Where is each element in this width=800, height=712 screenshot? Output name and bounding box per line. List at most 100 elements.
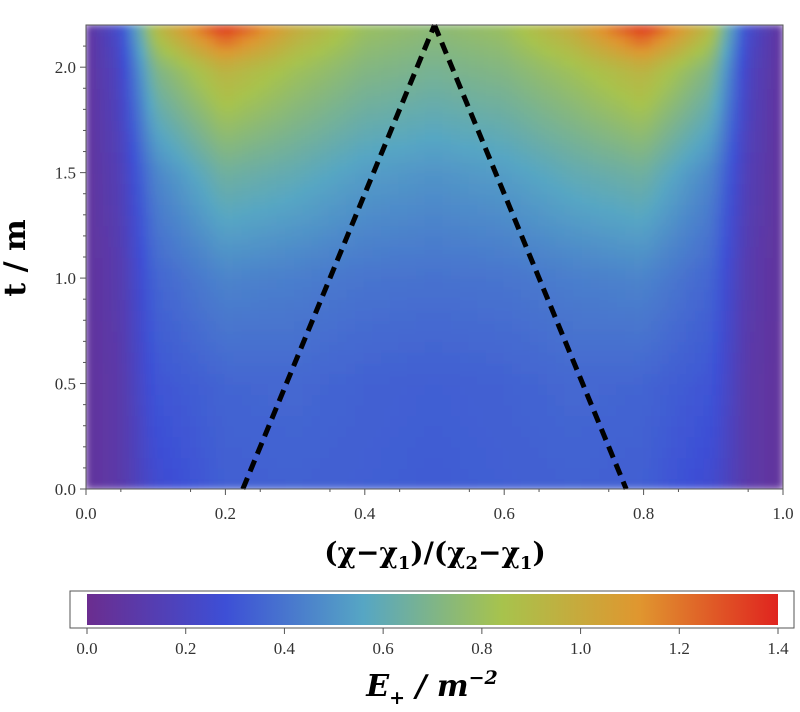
heatmap-cell — [546, 161, 558, 174]
heatmap-cell — [459, 350, 471, 364]
heatmap-cell — [180, 129, 192, 142]
heatmap-cell — [320, 393, 331, 406]
heatmap-cell — [564, 161, 575, 174]
heatmap-cell — [86, 477, 96, 489]
heatmap-cell — [163, 445, 175, 459]
heatmap-cell — [747, 266, 758, 280]
heatmap-cell — [363, 424, 375, 438]
heatmap-cell — [241, 171, 253, 185]
heatmap-cell — [642, 414, 654, 427]
heatmap-cell — [241, 192, 253, 206]
heatmap-cell — [686, 382, 697, 396]
heatmap-cell — [198, 87, 209, 100]
heatmap-cell — [250, 350, 262, 364]
heatmap-cell — [381, 76, 392, 90]
heatmap-cell — [398, 445, 410, 459]
heatmap-cell — [294, 25, 305, 37]
heatmap-cell — [712, 87, 724, 100]
heatmap-cell — [764, 140, 776, 153]
heatmap-cell — [703, 266, 715, 280]
heatmap-cell — [311, 382, 323, 396]
heatmap-cell — [468, 372, 480, 385]
heatmap-cell — [145, 340, 157, 353]
heatmap-cell — [407, 308, 419, 322]
heatmap-cell — [294, 372, 305, 385]
heatmap-cell — [459, 182, 471, 195]
heatmap-cell — [773, 140, 783, 153]
heatmap-cell — [572, 118, 584, 132]
heatmap-cell — [372, 34, 384, 48]
heatmap-cell — [154, 340, 166, 353]
heatmap-cell — [520, 277, 532, 290]
heatmap-cell — [372, 477, 384, 489]
heatmap-cell — [416, 108, 427, 121]
heatmap-cell — [398, 403, 410, 417]
heatmap-cell — [128, 25, 140, 37]
heatmap-cell — [529, 45, 541, 58]
heatmap-cell — [189, 213, 201, 227]
heatmap-cell — [660, 87, 671, 100]
heatmap-cell — [468, 66, 480, 79]
heatmap-cell — [180, 372, 192, 385]
heatmap-cell — [599, 150, 610, 164]
heatmap-cell — [581, 245, 593, 258]
heatmap-cell — [363, 234, 375, 248]
heatmap-cell — [320, 245, 331, 258]
heatmap-cell — [625, 329, 636, 343]
heatmap-cell — [111, 76, 122, 90]
heatmap-cell — [407, 466, 419, 480]
heatmap-cell — [450, 319, 462, 332]
heatmap-cell — [302, 192, 314, 206]
heatmap-cell — [198, 256, 209, 269]
heatmap-cell — [398, 393, 410, 406]
heatmap-cell — [712, 456, 724, 469]
heatmap-cell — [459, 140, 471, 153]
heatmap-cell — [93, 140, 105, 153]
heatmap-cell — [111, 161, 122, 174]
heatmap-cell — [546, 234, 558, 248]
heatmap-cell — [407, 350, 419, 364]
heatmap-cell — [111, 97, 122, 111]
heatmap-cell — [721, 287, 732, 301]
heatmap-cell — [372, 150, 384, 164]
heatmap-cell — [729, 277, 741, 290]
heatmap-cell — [285, 382, 297, 396]
heatmap-cell — [729, 477, 741, 489]
heatmap-cell — [119, 66, 131, 79]
heatmap-cell — [346, 298, 358, 311]
heatmap-cell — [206, 118, 218, 132]
heatmap-cell — [686, 161, 697, 174]
heatmap-cell — [520, 308, 532, 322]
heatmap-cell — [337, 171, 349, 185]
heatmap-cell — [477, 435, 488, 448]
heatmap-cell — [224, 234, 236, 248]
heatmap-cell — [180, 298, 192, 311]
heatmap-cell — [485, 372, 497, 385]
heatmap-cell — [372, 372, 384, 385]
heatmap-cell — [346, 224, 358, 237]
heatmap-cell — [111, 34, 122, 48]
heatmap-cell — [86, 329, 96, 343]
heatmap-cell — [660, 97, 671, 111]
heatmap-cell — [686, 45, 697, 58]
heatmap-cell — [485, 34, 497, 48]
heatmap-cell — [642, 25, 654, 37]
heatmap-cell — [538, 340, 549, 353]
heatmap-cell — [355, 414, 366, 427]
heatmap-cell — [729, 87, 741, 100]
heatmap-cell — [180, 203, 192, 216]
heatmap-cell — [633, 445, 645, 459]
heatmap-cell — [424, 118, 436, 132]
heatmap-cell — [294, 435, 305, 448]
heatmap-cell — [294, 213, 305, 227]
heatmap-cell — [154, 350, 166, 364]
heatmap-cell — [346, 203, 358, 216]
heatmap-cell — [773, 76, 783, 90]
heatmap-cell — [163, 403, 175, 417]
heatmap-cell — [154, 435, 166, 448]
heatmap-cell — [450, 140, 462, 153]
heatmap-cell — [529, 424, 541, 438]
heatmap-cell — [694, 87, 706, 100]
heatmap-cell — [485, 108, 497, 121]
heatmap-cell — [267, 287, 279, 301]
